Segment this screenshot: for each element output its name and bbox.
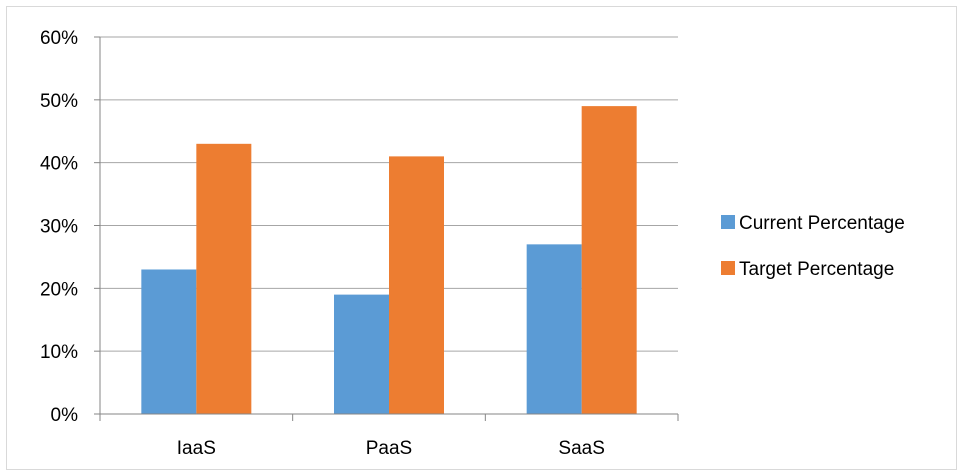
legend-label-current-percentage: Current Percentage — [739, 213, 905, 234]
y-tick-label: 10% — [40, 342, 78, 363]
bar-paas-target-percentage — [389, 156, 444, 414]
bar-saas-target-percentage — [581, 106, 637, 414]
legend-swatch-current-percentage — [721, 215, 735, 229]
y-tick-label: 40% — [40, 154, 78, 175]
x-tick-labels: IaaS PaaS SaaS — [177, 438, 605, 459]
y-tick-label: 20% — [40, 279, 78, 300]
x-tick-label: SaaS — [558, 438, 604, 459]
bar-saas-current-percentage — [526, 244, 582, 414]
y-tick-label: 60% — [40, 28, 78, 49]
bars — [141, 106, 637, 415]
legend: Current Percentage Target Percentage — [721, 213, 905, 280]
y-tick-label: 30% — [40, 217, 78, 238]
axes — [94, 36, 679, 421]
x-tick-label: PaaS — [366, 438, 412, 459]
y-tick-labels: 0% 10% 20% 30% 40% 50% 60% — [40, 28, 78, 426]
bar-paas-current-percentage — [334, 294, 389, 414]
bar-iaas-current-percentage — [141, 269, 197, 414]
legend-label-target-percentage: Target Percentage — [739, 259, 894, 280]
y-tick-label: 50% — [40, 91, 78, 112]
legend-swatch-target-percentage — [721, 261, 735, 275]
y-tick-label: 0% — [51, 405, 79, 426]
bar-iaas-target-percentage — [196, 143, 252, 415]
x-tick-label: IaaS — [177, 438, 216, 459]
